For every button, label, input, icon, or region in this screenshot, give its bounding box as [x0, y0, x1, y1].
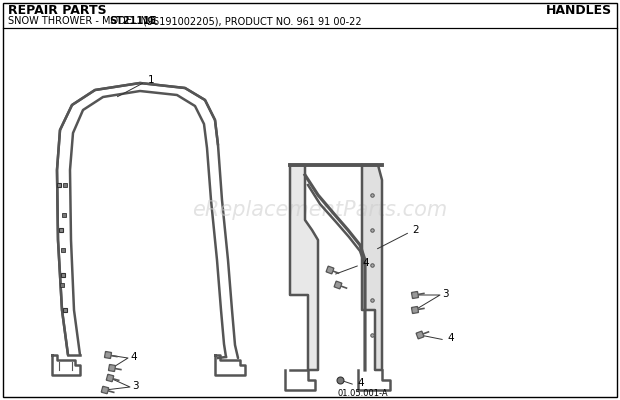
Text: 2: 2 [412, 225, 418, 235]
Polygon shape [106, 353, 110, 357]
Text: 01.05.001-A: 01.05.001-A [338, 388, 389, 398]
Polygon shape [412, 292, 418, 298]
Text: 4: 4 [130, 352, 136, 362]
Polygon shape [103, 388, 107, 392]
Text: SNOW THROWER - MODEL NO.: SNOW THROWER - MODEL NO. [8, 16, 161, 26]
Text: HANDLES: HANDLES [546, 4, 612, 18]
Polygon shape [290, 165, 318, 370]
Text: eReplacementParts.com: eReplacementParts.com [192, 200, 448, 220]
Polygon shape [326, 266, 334, 274]
Polygon shape [412, 306, 418, 314]
Polygon shape [362, 165, 382, 370]
Polygon shape [110, 366, 114, 370]
Polygon shape [413, 293, 417, 297]
Polygon shape [108, 376, 112, 380]
Text: 3: 3 [442, 289, 449, 299]
Text: 3: 3 [132, 381, 139, 391]
Polygon shape [335, 283, 340, 287]
Polygon shape [413, 308, 417, 312]
Text: REPAIR PARTS: REPAIR PARTS [8, 4, 107, 18]
Text: ST2111E: ST2111E [109, 16, 157, 26]
Polygon shape [108, 364, 115, 372]
Polygon shape [334, 281, 342, 289]
Text: 4: 4 [362, 258, 369, 268]
Text: 1: 1 [148, 75, 154, 85]
Text: 4: 4 [357, 378, 363, 388]
Polygon shape [418, 333, 422, 337]
Polygon shape [105, 352, 112, 358]
Text: (96191002205), PRODUCT NO. 961 91 00-22: (96191002205), PRODUCT NO. 961 91 00-22 [140, 16, 361, 26]
Text: 4: 4 [447, 333, 454, 343]
Polygon shape [101, 386, 108, 394]
Polygon shape [416, 331, 424, 339]
Polygon shape [106, 374, 113, 382]
Polygon shape [328, 268, 332, 272]
